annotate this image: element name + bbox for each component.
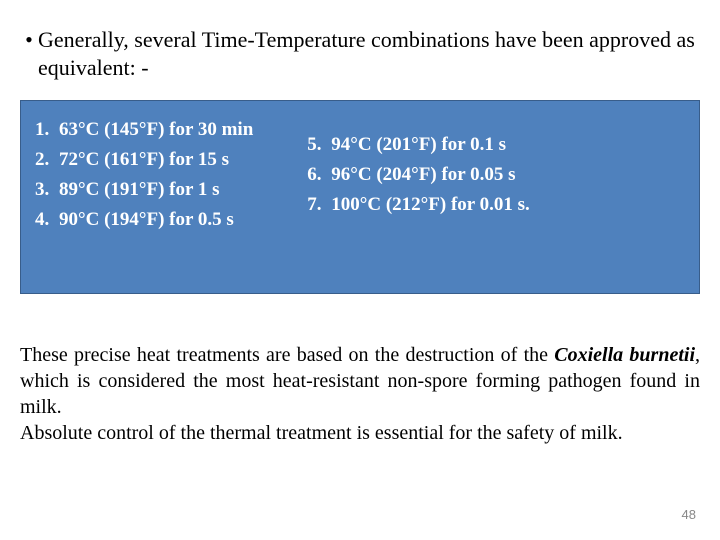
paragraph-2: Absolute control of the thermal treatmen… [20, 420, 700, 446]
list-number: 2. [35, 147, 59, 173]
temperature-panel: 1. 63°C (145°F) for 30 min 2. 72°C (161°… [20, 100, 700, 294]
list-number: 1. [35, 117, 59, 143]
list-number: 7. [307, 192, 331, 218]
list-item: 7. 100°C (212°F) for 0.01 s. [307, 192, 530, 218]
list-item: 4. 90°C (194°F) for 0.5 s [35, 207, 253, 233]
list-text: 100°C (212°F) for 0.01 s. [331, 192, 530, 218]
list-item: 1. 63°C (145°F) for 30 min [35, 117, 253, 143]
page-number: 48 [682, 507, 696, 522]
body-paragraphs: These precise heat treatments are based … [20, 342, 700, 446]
intro-bullet: • Generally, several Time-Temperature co… [20, 26, 700, 82]
list-text: 94°C (201°F) for 0.1 s [331, 132, 506, 158]
list-text: 90°C (194°F) for 0.5 s [59, 207, 234, 233]
p1-emphasis: Coxiella burnetii [554, 344, 695, 366]
list-text: 96°C (204°F) for 0.05 s [331, 162, 515, 188]
list-text: 89°C (191°F) for 1 s [59, 177, 220, 203]
bullet-marker: • [20, 26, 38, 54]
intro-text: Generally, several Time-Temperature comb… [38, 26, 700, 82]
list-item: 5. 94°C (201°F) for 0.1 s [307, 132, 530, 158]
list-text: 72°C (161°F) for 15 s [59, 147, 229, 173]
list-number: 5. [307, 132, 331, 158]
list-item: 3. 89°C (191°F) for 1 s [35, 177, 253, 203]
paragraph-1: These precise heat treatments are based … [20, 342, 700, 420]
list-number: 4. [35, 207, 59, 233]
panel-left-column: 1. 63°C (145°F) for 30 min 2. 72°C (161°… [35, 117, 253, 233]
list-item: 6. 96°C (204°F) for 0.05 s [307, 162, 530, 188]
slide: • Generally, several Time-Temperature co… [0, 0, 720, 540]
panel-right-column: 5. 94°C (201°F) for 0.1 s 6. 96°C (204°F… [307, 117, 530, 233]
list-number: 3. [35, 177, 59, 203]
list-item: 2. 72°C (161°F) for 15 s [35, 147, 253, 173]
list-text: 63°C (145°F) for 30 min [59, 117, 253, 143]
list-number: 6. [307, 162, 331, 188]
p1-before: These precise heat treatments are based … [20, 344, 554, 366]
